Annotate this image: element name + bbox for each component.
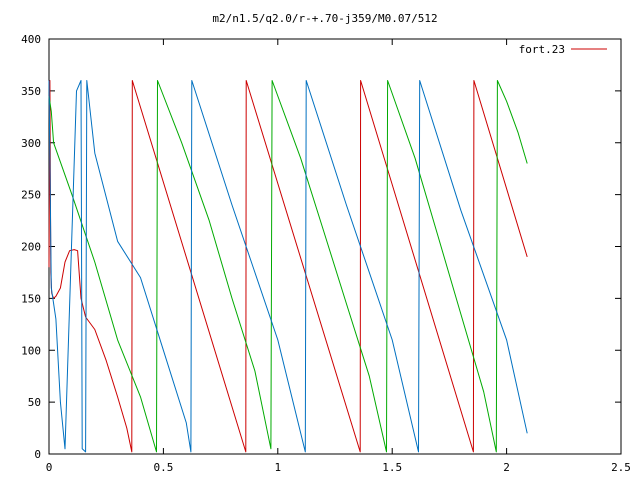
y-tick-label: 150	[21, 292, 41, 305]
y-tick-label: 200	[21, 241, 41, 254]
x-tick-label: 1	[274, 461, 281, 474]
plot-frame	[48, 38, 622, 455]
y-tick-label: 400	[21, 33, 41, 46]
y-tick-label: 300	[21, 137, 41, 150]
axes: 0 50 100 150 200 250 300 350 400 0 0.5 1 1.5 2 2.5	[21, 33, 631, 474]
y-tick-label: 0	[34, 448, 41, 461]
x-tick-label: 1.5	[382, 461, 402, 474]
legend-entry-label: fort.23	[519, 43, 565, 56]
series-line-2	[48, 80, 528, 453]
x-tick-label: 2	[503, 461, 510, 474]
x-tick-label: 0	[46, 461, 53, 474]
series-line-1	[48, 80, 528, 453]
y-tick-label: 50	[28, 396, 41, 409]
y-tick-label: 350	[21, 85, 41, 98]
x-tick-label: 0.5	[153, 461, 173, 474]
series-layer	[48, 80, 528, 453]
y-tick-label: 250	[21, 189, 41, 202]
chart-title: m2/n1.5/q2.0/r-+.70-j359/M0.07/512	[212, 12, 437, 25]
series-line-3	[48, 80, 528, 453]
x-tick-label: 2.5	[611, 461, 631, 474]
legend: fort.23	[519, 43, 607, 56]
y-tick-label: 100	[21, 344, 41, 357]
